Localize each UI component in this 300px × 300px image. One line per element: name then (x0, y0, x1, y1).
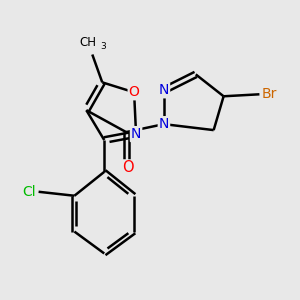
Text: N: N (159, 83, 169, 97)
Text: Cl: Cl (22, 185, 35, 199)
Text: CH: CH (79, 35, 96, 49)
Text: 3: 3 (100, 41, 106, 50)
Text: O: O (122, 160, 134, 175)
Text: N: N (159, 117, 169, 131)
Text: Br: Br (261, 87, 277, 101)
Text: N: N (131, 127, 141, 141)
Text: O: O (129, 85, 140, 99)
